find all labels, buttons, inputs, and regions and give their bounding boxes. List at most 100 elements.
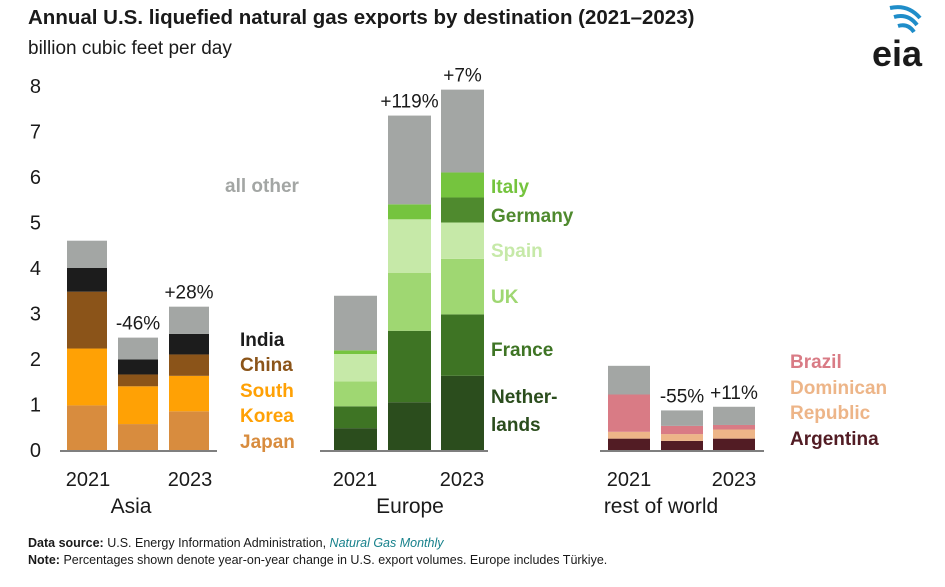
legend-label-brazil: Brazil [790, 352, 842, 373]
group-label: rest of world [604, 495, 718, 518]
y-tick-label: 5 [30, 213, 41, 235]
change-label: -55% [660, 386, 704, 407]
legend-label-dominican_republic: Republic [790, 403, 871, 424]
bar-segment-netherlands [388, 402, 431, 450]
chart-subtitle: billion cubic feet per day [28, 38, 232, 59]
y-tick-label: 8 [30, 76, 41, 98]
footer-note: Note: Percentages shown denote year-on-y… [28, 553, 607, 567]
bar-segment-south_korea [169, 375, 209, 412]
bar-segment-spain [388, 219, 431, 274]
bar-segment-all_other [608, 365, 650, 395]
bar-segment-china [169, 354, 209, 376]
bar-segment-italy [334, 350, 377, 354]
change-label: -46% [116, 314, 160, 335]
logo-arc-3 [897, 23, 916, 34]
bar-segment-france [334, 406, 377, 429]
bar-segment-uk [334, 381, 377, 407]
y-tick-label: 3 [30, 304, 41, 326]
bar-segment-dominican_republic [661, 434, 703, 441]
source-text: U.S. Energy Information Administration, [107, 536, 330, 550]
y-tick-label: 1 [30, 395, 41, 417]
note-label: Note: [28, 553, 60, 567]
group-label: Asia [111, 495, 152, 518]
legend-label-argentina: Argentina [790, 429, 879, 450]
y-tick-label: 7 [30, 122, 41, 144]
bar-segment-dominican_republic [713, 429, 755, 439]
bar-segment-japan [169, 411, 209, 450]
bar-segment-japan [67, 405, 107, 450]
bar-segment-argentina [661, 440, 703, 450]
bar-segment-india [118, 359, 158, 375]
bar-segment-brazil [608, 394, 650, 432]
group-rest-of-world: -55% +11% 2021 2023 rest of world Brazil Domin… [600, 352, 887, 518]
legend-label-france: France [491, 340, 553, 361]
logo-arc-1 [889, 5, 922, 20]
change-label: +7% [443, 66, 482, 87]
bar-segment-argentina [713, 438, 755, 450]
bar-segment-all_other [713, 406, 755, 425]
change-label: +11% [710, 383, 758, 404]
bar-segment-brazil [713, 424, 755, 430]
bar-segment-germany [441, 197, 484, 223]
legend-label-germany: Germany [491, 206, 574, 227]
bar-segment-japan [118, 424, 158, 450]
bar-groups: -46%+28% 2021 2023 Asia India China South Korea… [60, 66, 887, 518]
source-link[interactable]: Natural Gas Monthly [329, 536, 444, 550]
legend-label-japan: Japan [240, 432, 295, 453]
bar-segment-india [67, 268, 107, 292]
bar-segment-italy [388, 204, 431, 220]
logo-arc-2 [893, 14, 919, 27]
bar-segment-china [118, 374, 158, 387]
y-tick-label: 6 [30, 167, 41, 189]
bar-segment-china [67, 291, 107, 349]
source-label: Data source: [28, 536, 104, 550]
x-tick-label: 2023 [440, 469, 485, 491]
x-tick-label: 2021 [333, 469, 378, 491]
legend-label-china: China [240, 355, 293, 376]
legend-label-india: India [240, 330, 285, 351]
eia-logo: eia [872, 5, 923, 74]
bar-segment-netherlands [441, 375, 484, 450]
bar-segment-uk [441, 258, 484, 315]
bar-segment-argentina [608, 438, 650, 450]
bar-segment-dominican_republic [608, 431, 650, 439]
bar-segment-south_korea [67, 348, 107, 406]
bar-segment-france [441, 314, 484, 376]
y-tick-label: 0 [30, 440, 41, 462]
legend-label-dominican_republic: Dominican [790, 378, 887, 399]
change-label: +28% [164, 283, 213, 304]
footer-source: Data source: U.S. Energy Information Adm… [28, 536, 443, 550]
bar-segment-france [388, 330, 431, 403]
bar-segment-all_other [118, 337, 158, 360]
legend-label-south_korea: Korea [240, 406, 294, 427]
bar-segment-netherlands [334, 428, 377, 450]
bar-segment-all_other [661, 410, 703, 426]
legend-label-uk: UK [491, 287, 519, 308]
legend-label-netherlands: lands [491, 415, 541, 436]
bar-segment-all_other [67, 240, 107, 268]
x-tick-label: 2023 [168, 469, 213, 491]
logo-text: eia [872, 33, 923, 74]
y-axis: 0 1 2 3 4 5 6 7 8 [30, 76, 41, 462]
x-tick-label: 2021 [607, 469, 652, 491]
bar-segment-all_other [441, 89, 484, 173]
bar-segment-italy [441, 172, 484, 198]
y-tick-label: 4 [30, 258, 41, 280]
change-label: +119% [380, 92, 438, 113]
bar-segment-uk [388, 273, 431, 331]
bar-segment-india [169, 333, 209, 355]
group-asia: -46%+28% 2021 2023 Asia India China South Korea… [60, 240, 295, 518]
group-europe: +119%+7% 2021 2023 Europe Italy Germany Spain U… [225, 66, 574, 518]
legend-label-netherlands: Nether- [491, 387, 558, 408]
bar-segment-brazil [661, 425, 703, 435]
legend-label-spain: Spain [491, 241, 543, 262]
y-tick-label: 2 [30, 349, 41, 371]
legend-label-south_korea: South [240, 381, 294, 402]
bar-segment-all_other [334, 295, 377, 351]
legend-label-italy: Italy [491, 177, 529, 198]
bar-segment-spain [441, 222, 484, 259]
bar-segment-south_korea [118, 386, 158, 425]
bar-segment-all_other [169, 306, 209, 334]
bar-segment-all_other [388, 115, 431, 205]
